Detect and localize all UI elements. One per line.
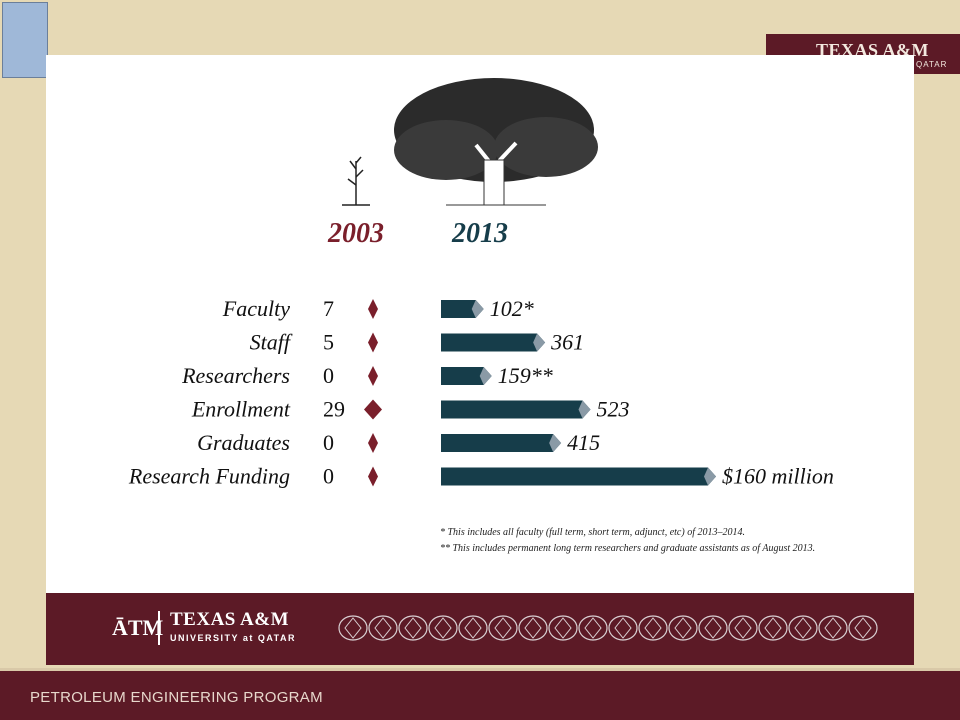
label-2013: $160 million	[722, 464, 834, 489]
footer-divider	[158, 611, 160, 645]
label-2013: 523	[597, 397, 630, 422]
university-crest-icon	[2, 2, 48, 78]
marker-2003	[364, 399, 382, 420]
value-2003: 7	[323, 296, 334, 321]
pattern-motif	[848, 615, 878, 641]
category-label: Staff	[250, 330, 293, 355]
value-2003: 5	[323, 330, 334, 355]
pattern-motif	[638, 615, 668, 641]
slide-content: 2003 2013 Faculty 7 102* Staff 5 361 Researcher…	[46, 55, 914, 595]
footer-band: ĀTM TEXAS A&M UNIVERSITY at QATAR	[46, 593, 914, 665]
marker-2003	[368, 433, 378, 453]
marker-2003	[368, 299, 378, 319]
pattern-diamond	[824, 617, 842, 639]
pattern-diamond	[614, 617, 632, 639]
footnotes: * This includes all faculty (full term, …	[440, 525, 815, 557]
category-label: Faculty	[222, 296, 290, 321]
value-2003: 0	[323, 363, 334, 388]
bottom-strip: PETROLEUM ENGINEERING PROGRAM	[0, 668, 960, 720]
pattern-motif	[668, 615, 698, 641]
pattern-diamond	[674, 617, 692, 639]
value-2003: 0	[323, 464, 334, 489]
category-label: Graduates	[197, 430, 290, 455]
program-title: PETROLEUM ENGINEERING PROGRAM	[30, 689, 323, 706]
pattern-motif	[608, 615, 638, 641]
sapling-icon	[342, 156, 370, 206]
pattern-diamond	[404, 617, 422, 639]
pattern-diamond	[344, 617, 362, 639]
marker-2003	[368, 332, 378, 353]
label-2013: 415	[567, 430, 600, 455]
label-2013: 361	[550, 330, 584, 355]
pattern-motif	[518, 615, 548, 641]
pattern-motif	[368, 615, 398, 641]
pattern-diamond	[524, 617, 542, 639]
pattern-diamond	[464, 617, 482, 639]
bar-tip	[533, 333, 546, 352]
bar-tip	[578, 400, 591, 419]
category-label: Enrollment	[191, 397, 291, 422]
pattern-diamond	[584, 617, 602, 639]
pattern-diamond	[734, 617, 752, 639]
pattern-diamond	[764, 617, 782, 639]
column-header-2003: 2003	[327, 218, 384, 249]
pattern-motif	[488, 615, 518, 641]
pattern-motif	[398, 615, 428, 641]
bar-2013	[441, 434, 562, 452]
oak-tree-icon	[394, 78, 598, 206]
pattern-diamond	[554, 617, 572, 639]
pattern-diamond	[704, 617, 722, 639]
bar-2013	[441, 400, 591, 419]
pattern-motif	[698, 615, 728, 641]
decorative-pattern-icon	[338, 615, 878, 641]
column-header-2013: 2013	[451, 218, 508, 249]
bar-tip	[471, 300, 484, 318]
marker-2003	[368, 366, 378, 386]
pattern-motif	[578, 615, 608, 641]
label-2013: 159**	[498, 363, 553, 388]
bar-tip	[549, 434, 562, 452]
pattern-diamond	[854, 617, 872, 639]
pattern-diamond	[494, 617, 512, 639]
pattern-motif	[548, 615, 578, 641]
footnote-faculty: * This includes all faculty (full term, …	[440, 527, 745, 538]
bar-2013	[441, 300, 484, 318]
pattern-motif	[818, 615, 848, 641]
top-banner-sub: QATAR	[916, 60, 948, 69]
pattern-diamond	[794, 617, 812, 639]
pattern-diamond	[434, 617, 452, 639]
value-2003: 29	[323, 397, 345, 422]
bar-tip	[479, 367, 492, 385]
pattern-motif	[788, 615, 818, 641]
footer-subline: UNIVERSITY at QATAR	[170, 633, 297, 643]
footer-wordmark: TEXAS A&M	[170, 609, 290, 630]
pattern-diamond	[644, 617, 662, 639]
label-2013: 102*	[490, 296, 534, 321]
bar-tip	[704, 467, 716, 486]
bar-2013	[441, 333, 546, 352]
category-label: Research Funding	[128, 464, 290, 489]
bar-2013	[441, 367, 492, 385]
value-2003: 0	[323, 430, 334, 455]
atm-logo-icon: ĀTM	[112, 615, 164, 640]
marker-2003	[368, 466, 378, 487]
category-label: Researchers	[181, 363, 290, 388]
pattern-motif	[458, 615, 488, 641]
growth-chart: 2003 2013 Faculty 7 102* Staff 5 361 Researcher…	[128, 78, 834, 489]
pattern-motif	[338, 615, 368, 641]
footnote-researchers: ** This includes permanent long term res…	[440, 543, 816, 554]
pattern-motif	[428, 615, 458, 641]
pattern-motif	[728, 615, 758, 641]
bar-2013	[441, 467, 716, 486]
pattern-motif	[758, 615, 788, 641]
pattern-diamond	[374, 617, 392, 639]
